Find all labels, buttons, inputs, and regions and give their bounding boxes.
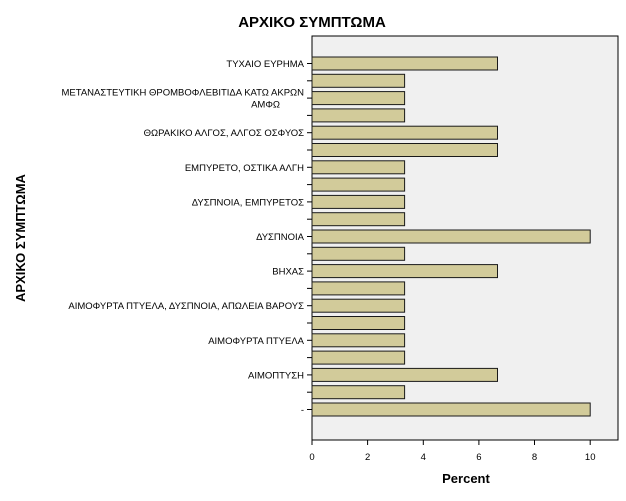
bar <box>311 212 406 227</box>
category-label: ΕΜΠΥΡΕΤΟ, ΟΣΤΙΚΑ ΑΛΓΗ <box>185 163 304 174</box>
category-label: ΒΗΧΑΣ <box>272 267 304 278</box>
bar <box>311 143 498 157</box>
category-label: ΔΥΣΠΝΟΙΑ <box>256 232 305 243</box>
category-label: ΑΙΜΟΠΤΥΣΗ <box>248 370 304 381</box>
x-tick-label: 4 <box>421 452 426 463</box>
x-tick-label: 10 <box>585 452 596 463</box>
category-label: ΘΩΡΑΚΙΚΟ ΑΛΓΟΣ, ΑΛΓΟΣ ΟΣΦΥΟΣ <box>144 128 304 139</box>
bars-layer <box>311 56 591 417</box>
x-tick-label: 2 <box>365 452 370 463</box>
category-label: ΑΙΜΟΦΥΡΤΑ ΠΤΥΕΛΑ <box>208 336 304 347</box>
bar <box>311 367 498 382</box>
bar <box>311 246 406 261</box>
x-tick-label: 0 <box>309 452 314 463</box>
bar <box>311 160 406 175</box>
bar <box>311 91 406 106</box>
category-label: ΤΥΧΑΙΟ ΕΥΡΗΜΑ <box>226 59 304 70</box>
bar <box>311 333 406 348</box>
bar <box>311 73 406 88</box>
bar <box>311 350 406 365</box>
x-tick-label: 6 <box>476 452 481 463</box>
x-tick-label: 8 <box>532 452 537 463</box>
y-axis-title: ΑΡΧΙΚΟ ΣΥΜΠΤΩΜΑ <box>13 173 28 302</box>
bar <box>311 316 406 330</box>
bar <box>311 298 406 313</box>
category-label: ΜΕΤΑΝΑΣΤΕΥΤΙΚΗ ΘΡΟΜΒΟΦΛΕΒΙΤΙΔΑ ΚΑΤΩ ΑΚΡΩ… <box>61 88 304 111</box>
x-axis-title: Percent <box>442 471 490 486</box>
bar <box>311 264 498 279</box>
chart-title: ΑΡΧΙΚΟ ΣΥΜΠΤΩΜΑ <box>238 14 386 31</box>
bar <box>311 194 406 209</box>
bar <box>311 281 406 296</box>
bar <box>311 385 406 400</box>
bar <box>311 402 591 417</box>
bar <box>311 108 406 123</box>
category-labels: ΤΥΧΑΙΟ ΕΥΡΗΜΑ ΜΕΤΑΝΑΣΤΕΥΤΙΚΗ ΘΡΟΜΒΟΦΛΕΒΙΤ… <box>61 59 312 416</box>
bar <box>311 177 406 192</box>
x-axis-ticks: 0 2 4 6 8 10 <box>309 440 595 463</box>
category-label: ΑΙΜΟΦΥΡΤΑ ΠΤΥΕΛΑ, ΔΥΣΠΝΟΙΑ, ΑΠΩΛΕΙΑ ΒΑΡΟ… <box>68 301 304 312</box>
bar <box>311 229 591 244</box>
category-label: - <box>301 405 304 416</box>
bar <box>311 125 498 140</box>
category-label: ΔΥΣΠΝΟΙΑ, ΕΜΠΥΡΕΤΟΣ <box>192 197 304 208</box>
bar <box>311 56 498 71</box>
